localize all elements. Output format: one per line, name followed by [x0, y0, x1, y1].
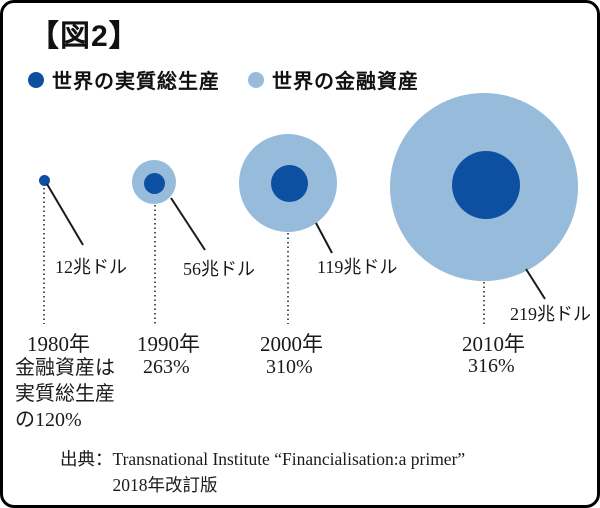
- source-prefix: 出典：: [60, 449, 113, 469]
- ratio-note-1980: 金融資産は 実質総生産 の120%: [15, 355, 115, 433]
- leader-line-2010: [525, 268, 546, 300]
- legend-label-real-production: 世界の実質総生産: [52, 71, 220, 93]
- ratio-note-1980-line2: 実質総生産: [15, 383, 115, 405]
- leader-line-1980: [46, 183, 84, 246]
- source-line2: 2018年改訂版: [112, 475, 218, 495]
- dotted-line-1980: [43, 188, 45, 324]
- year-label-1990: 1990年: [137, 332, 200, 356]
- legend-dot-assets-icon: [248, 71, 264, 88]
- leader-line-1990: [170, 197, 206, 251]
- dotted-line-2010: [483, 282, 485, 324]
- ratio-note-1980-line3: の120%: [15, 409, 82, 431]
- ratio-label-2010: 316%: [468, 355, 515, 377]
- legend-dot-production-icon: [28, 71, 44, 88]
- figure-title: 【図2】: [29, 20, 140, 53]
- ratio-note-1980-line1: 金融資産は: [15, 357, 115, 379]
- bubble-2000-production: [271, 165, 308, 202]
- value-label-2000: 119兆ドル: [317, 257, 398, 277]
- source-line1: Transnational Institute “Financialisatio…: [112, 449, 466, 469]
- ratio-label-1990: 263%: [143, 356, 190, 378]
- value-label-1990: 56兆ドル: [183, 259, 255, 279]
- year-label-1980: 1980年: [27, 332, 90, 356]
- legend-label-financial-assets: 世界の金融資産: [272, 71, 419, 93]
- bubble-1980-production: [39, 175, 50, 186]
- source-body: Transnational Institute “Financialisatio…: [113, 446, 466, 498]
- source-citation: 出典： Transnational Institute “Financialis…: [60, 446, 465, 498]
- value-label-2010: 219兆ドル: [510, 304, 591, 324]
- legend-item-financial-assets: 世界の金融資産: [248, 65, 419, 94]
- ratio-label-2000: 310%: [266, 356, 313, 378]
- legend-item-real-production: 世界の実質総生産: [28, 65, 220, 94]
- leader-line-2000: [315, 222, 333, 254]
- year-label-2000: 2000年: [260, 332, 323, 356]
- bubble-1990-production: [144, 173, 165, 194]
- bubble-2010-production: [452, 151, 520, 219]
- dotted-line-1990: [154, 205, 156, 324]
- dotted-line-2000: [287, 233, 289, 324]
- value-label-1980: 12兆ドル: [55, 257, 127, 277]
- year-label-2010: 2010年: [462, 332, 525, 356]
